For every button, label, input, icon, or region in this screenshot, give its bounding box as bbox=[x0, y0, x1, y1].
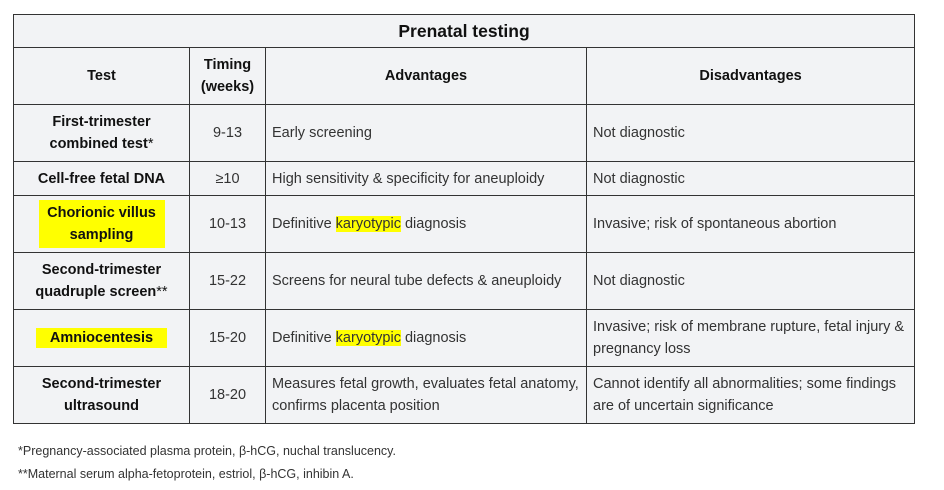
timing-cell: 10-13 bbox=[189, 195, 266, 253]
disadvantages-cell: Invasive; risk of spontaneous abortion bbox=[585, 195, 916, 253]
header-advantages: Advantages bbox=[265, 47, 587, 105]
header-row: Test Timing (weeks) Advantages Disadvant… bbox=[13, 47, 916, 105]
table-row: First-trimester combined test* 9-13 Earl… bbox=[13, 104, 916, 162]
table-row: Cell-free fetal DNA ≥10 High sensitivity… bbox=[13, 161, 916, 196]
advantages-text: diagnosis bbox=[400, 216, 467, 232]
test-name: Cell-free fetal DNA bbox=[37, 170, 166, 187]
table-row: Second-trimester quadruple screen** 15-2… bbox=[13, 252, 916, 310]
advantages-text: Definitive bbox=[272, 216, 336, 232]
advantages-text: Definitive bbox=[272, 330, 336, 346]
footnote-1: *Pregnancy-associated plasma protein, β-… bbox=[18, 444, 396, 458]
table-row: Amniocentesis 15-20 Definitive karyotypi… bbox=[13, 309, 916, 367]
test-name-cell: Cell-free fetal DNA bbox=[13, 161, 190, 196]
footnote-2: **Maternal serum alpha-fetoprotein, estr… bbox=[18, 467, 354, 481]
test-name-cell: First-trimester combined test* bbox=[13, 104, 190, 162]
test-name: Second-trimester quadruple screen bbox=[35, 262, 162, 300]
table-title: Prenatal testing bbox=[12, 14, 916, 48]
timing-cell: 9-13 bbox=[189, 104, 266, 162]
disadvantages-cell: Not diagnostic bbox=[585, 252, 916, 310]
table-row: Chorionic villus sampling 10-13 Definiti… bbox=[13, 195, 916, 253]
header-timing-label: Timing (weeks) bbox=[200, 57, 255, 95]
disadvantages-cell: Not diagnostic bbox=[585, 104, 916, 162]
test-name-cell: Second-trimester quadruple screen** bbox=[13, 252, 190, 310]
footnote-mark: * bbox=[147, 136, 154, 152]
footnote-mark: ** bbox=[156, 284, 168, 300]
timing-cell: 15-22 bbox=[189, 252, 266, 310]
disadvantages-cell: Cannot identify all abnormalities; some … bbox=[585, 366, 916, 424]
prenatal-testing-table: Prenatal testing Test Timing (weeks) Adv… bbox=[12, 14, 916, 424]
table-row: Second-trimester ultrasound 18-20 Measur… bbox=[13, 366, 916, 424]
timing-cell: ≥10 bbox=[189, 161, 266, 196]
test-name-highlighted: Chorionic villus sampling bbox=[38, 200, 165, 248]
advantages-cell: Measures fetal growth, evaluates fetal a… bbox=[265, 366, 587, 424]
footnotes: *Pregnancy-associated plasma protein, β-… bbox=[18, 440, 396, 486]
timing-cell: 18-20 bbox=[189, 366, 266, 424]
advantages-cell: Definitive karyotypic diagnosis bbox=[265, 309, 587, 367]
test-name-cell: Amniocentesis bbox=[13, 309, 190, 367]
disadvantages-cell: Invasive; risk of membrane rupture, feta… bbox=[585, 309, 916, 367]
advantages-cell: Definitive karyotypic diagnosis bbox=[265, 195, 587, 253]
header-timing: Timing (weeks) bbox=[189, 47, 266, 105]
header-disadvantages: Disadvantages bbox=[585, 47, 916, 105]
advantages-cell: High sensitivity & specificity for aneup… bbox=[265, 161, 587, 196]
test-name: Second-trimester ultrasound bbox=[41, 376, 162, 414]
advantages-cell: Early screening bbox=[265, 104, 587, 162]
test-name-highlighted: Amniocentesis bbox=[35, 328, 168, 348]
test-name-cell: Second-trimester ultrasound bbox=[13, 366, 190, 424]
highlighted-term: karyotypic bbox=[335, 216, 401, 232]
header-test: Test bbox=[13, 47, 190, 105]
advantages-text: diagnosis bbox=[400, 330, 467, 346]
test-name-cell: Chorionic villus sampling bbox=[13, 195, 190, 253]
advantages-cell: Screens for neural tube defects & aneupl… bbox=[265, 252, 587, 310]
test-name: First-trimester combined test bbox=[49, 114, 151, 152]
highlighted-term: karyotypic bbox=[335, 330, 401, 346]
timing-cell: 15-20 bbox=[189, 309, 266, 367]
disadvantages-cell: Not diagnostic bbox=[585, 161, 916, 196]
